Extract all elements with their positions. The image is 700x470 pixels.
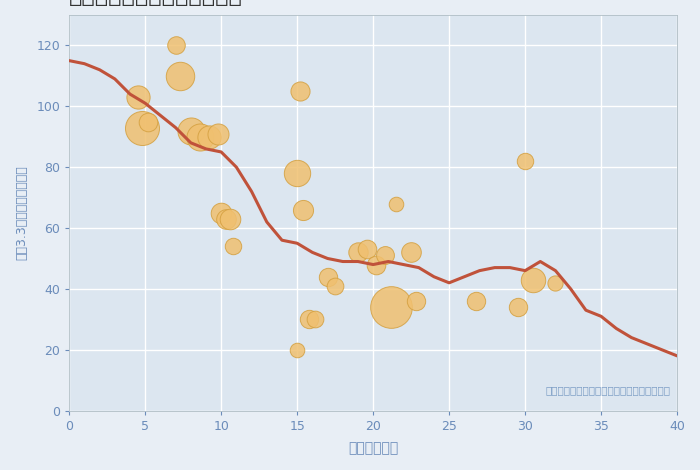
Point [519,157,531,165]
Point [386,304,397,311]
Point [132,94,144,101]
Point [295,87,306,95]
Point [379,251,391,259]
Point [225,215,236,223]
Point [292,170,303,177]
Point [405,249,416,256]
Point [410,298,421,305]
Point [352,249,363,256]
Point [174,72,186,79]
Point [304,315,315,323]
Point [143,118,154,125]
Point [310,315,321,323]
Point [550,279,561,287]
Text: 築年数別中古マンション価格: 築年数別中古マンション価格 [69,0,243,6]
Y-axis label: 坪（3.3㎡）単価（万円）: 坪（3.3㎡）単価（万円） [15,165,28,260]
Point [361,246,372,253]
Point [228,243,239,250]
Point [136,124,148,131]
Point [322,273,333,281]
Point [298,206,309,213]
Point [370,261,382,268]
Point [213,130,224,137]
Point [471,298,482,305]
Point [330,282,341,290]
Point [204,133,215,141]
Text: 円の大きさは、取引のあった物件面積を示す: 円の大きさは、取引のあった物件面積を示す [546,385,671,395]
Point [391,200,402,207]
X-axis label: 築年数（年）: 築年数（年） [348,441,398,455]
Point [512,304,523,311]
Point [170,42,181,49]
Point [195,133,206,141]
Point [527,276,538,283]
Point [186,127,197,134]
Point [220,215,232,223]
Point [216,209,227,217]
Point [292,346,303,353]
